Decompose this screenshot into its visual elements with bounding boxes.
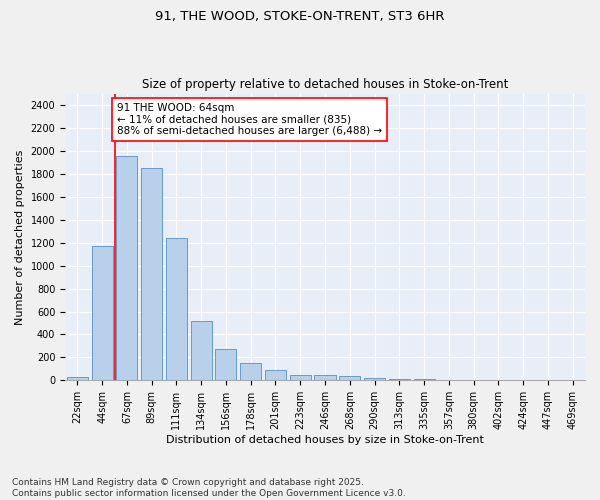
- Bar: [166, 238, 187, 380]
- Bar: [215, 349, 236, 380]
- Title: Size of property relative to detached houses in Stoke-on-Trent: Size of property relative to detached ho…: [142, 78, 508, 91]
- Bar: [240, 362, 261, 380]
- Bar: [67, 377, 88, 380]
- Text: Contains HM Land Registry data © Crown copyright and database right 2025.
Contai: Contains HM Land Registry data © Crown c…: [12, 478, 406, 498]
- Text: 91, THE WOOD, STOKE-ON-TRENT, ST3 6HR: 91, THE WOOD, STOKE-ON-TRENT, ST3 6HR: [155, 10, 445, 23]
- Bar: [191, 322, 212, 380]
- Bar: [389, 378, 410, 380]
- Y-axis label: Number of detached properties: Number of detached properties: [15, 150, 25, 324]
- Bar: [314, 375, 335, 380]
- Text: 91 THE WOOD: 64sqm
← 11% of detached houses are smaller (835)
88% of semi-detach: 91 THE WOOD: 64sqm ← 11% of detached hou…: [117, 102, 382, 136]
- Bar: [290, 374, 311, 380]
- Bar: [141, 168, 162, 380]
- Bar: [92, 246, 113, 380]
- Bar: [413, 379, 434, 380]
- Bar: [339, 376, 360, 380]
- X-axis label: Distribution of detached houses by size in Stoke-on-Trent: Distribution of detached houses by size …: [166, 435, 484, 445]
- Bar: [116, 156, 137, 380]
- Bar: [364, 378, 385, 380]
- Bar: [265, 370, 286, 380]
